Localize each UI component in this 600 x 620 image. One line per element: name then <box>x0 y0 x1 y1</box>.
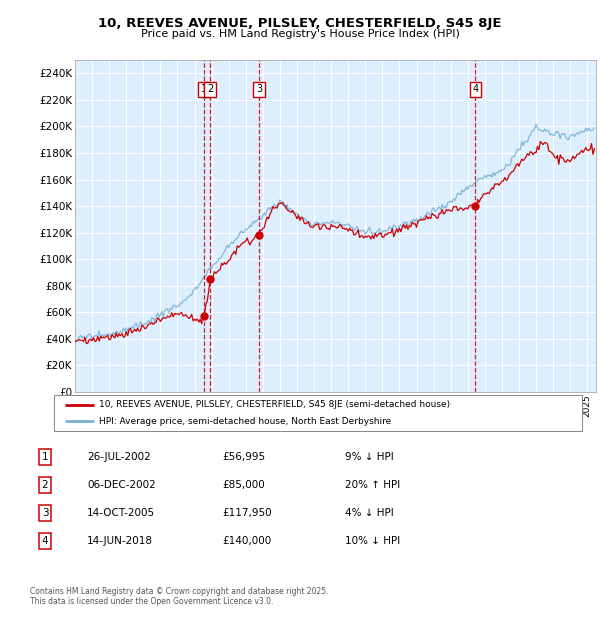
Text: 3: 3 <box>256 84 262 94</box>
Text: 10% ↓ HPI: 10% ↓ HPI <box>345 536 400 546</box>
Text: 3: 3 <box>41 508 49 518</box>
Text: 9% ↓ HPI: 9% ↓ HPI <box>345 452 394 462</box>
Text: £140,000: £140,000 <box>222 536 271 546</box>
Text: 4% ↓ HPI: 4% ↓ HPI <box>345 508 394 518</box>
Text: This data is licensed under the Open Government Licence v3.0.: This data is licensed under the Open Gov… <box>30 597 274 606</box>
Text: 10, REEVES AVENUE, PILSLEY, CHESTERFIELD, S45 8JE (semi-detached house): 10, REEVES AVENUE, PILSLEY, CHESTERFIELD… <box>99 400 450 409</box>
Text: £85,000: £85,000 <box>222 480 265 490</box>
Text: 4: 4 <box>41 536 49 546</box>
Text: Price paid vs. HM Land Registry's House Price Index (HPI): Price paid vs. HM Land Registry's House … <box>140 29 460 39</box>
Text: 1: 1 <box>201 84 207 94</box>
Text: 20% ↑ HPI: 20% ↑ HPI <box>345 480 400 490</box>
Text: 1: 1 <box>41 452 49 462</box>
Text: 26-JUL-2002: 26-JUL-2002 <box>87 452 151 462</box>
Text: 4: 4 <box>472 84 478 94</box>
Text: HPI: Average price, semi-detached house, North East Derbyshire: HPI: Average price, semi-detached house,… <box>99 417 391 426</box>
Text: 2: 2 <box>41 480 49 490</box>
Text: 06-DEC-2002: 06-DEC-2002 <box>87 480 156 490</box>
Text: £117,950: £117,950 <box>222 508 272 518</box>
Text: £56,995: £56,995 <box>222 452 265 462</box>
Text: Contains HM Land Registry data © Crown copyright and database right 2025.: Contains HM Land Registry data © Crown c… <box>30 587 329 596</box>
Text: 14-JUN-2018: 14-JUN-2018 <box>87 536 153 546</box>
Text: 14-OCT-2005: 14-OCT-2005 <box>87 508 155 518</box>
Text: 10, REEVES AVENUE, PILSLEY, CHESTERFIELD, S45 8JE: 10, REEVES AVENUE, PILSLEY, CHESTERFIELD… <box>98 17 502 30</box>
Text: 2: 2 <box>207 84 214 94</box>
